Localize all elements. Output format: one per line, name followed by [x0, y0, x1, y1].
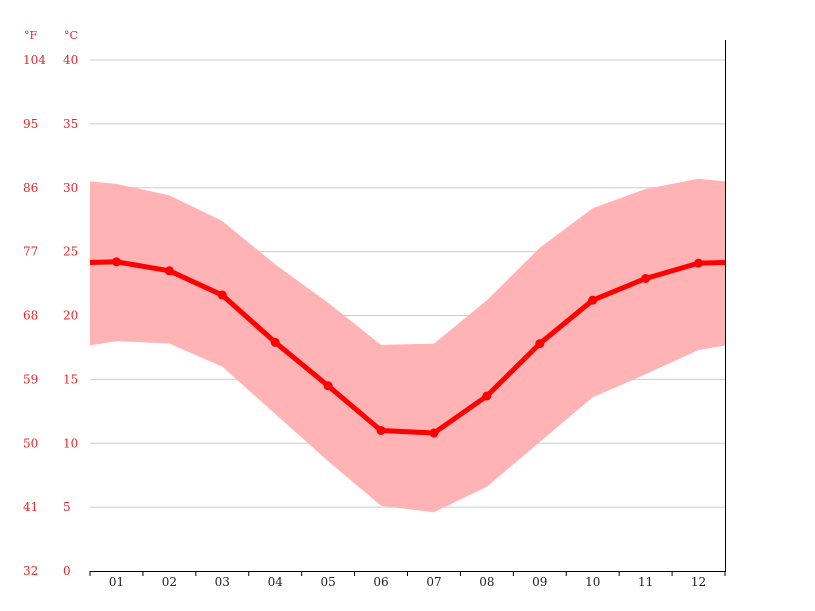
y-tick-label-celsius: 0 — [63, 564, 71, 578]
avg-point-07 — [429, 428, 439, 438]
y-tick-label-fahrenheit: 68 — [23, 309, 38, 323]
average-temperature-line — [89, 259, 726, 436]
y-tick-label-fahrenheit: 77 — [23, 245, 38, 259]
y-tick-label-celsius: 35 — [63, 117, 78, 131]
x-tick-label: 04 — [268, 575, 284, 589]
x-tick-label: 06 — [373, 575, 388, 589]
x-tick-labels: 01 02 03 04 05 06 07 08 09 10 11 12 — [109, 575, 706, 589]
unit-label-celsius: °C — [64, 29, 78, 42]
avg-point-09 — [535, 339, 545, 349]
avg-point-01 — [111, 257, 121, 267]
avg-point-02 — [164, 266, 174, 276]
avg-point-06 — [376, 425, 386, 435]
avg-point-04 — [270, 337, 280, 347]
x-tick-label: 03 — [215, 575, 230, 589]
y-tick-label-fahrenheit: 59 — [23, 372, 38, 386]
y-tick-label-celsius: 25 — [63, 245, 78, 259]
y-tick-labels: 104 40 95 35 86 30 77 25 68 20 59 15 50 10 41 5 32 0 — [23, 53, 78, 578]
y-tick-label-fahrenheit: 86 — [23, 181, 38, 195]
avg-point-03 — [217, 290, 227, 300]
avg-point-11 — [641, 273, 651, 283]
x-tick-label: 12 — [691, 575, 706, 589]
unit-label-fahrenheit: °F — [24, 29, 38, 42]
y-tick-label-fahrenheit: 32 — [23, 564, 38, 578]
avg-point-08 — [482, 391, 492, 401]
y-tick-label-celsius: 20 — [63, 309, 78, 323]
y-tick-label-fahrenheit: 50 — [23, 436, 38, 450]
x-tick-label: 08 — [479, 575, 494, 589]
y-tick-label-fahrenheit: 95 — [23, 117, 38, 131]
axes — [89, 40, 726, 576]
avg-point-10 — [588, 295, 598, 305]
y-tick-label-celsius: 15 — [63, 372, 78, 386]
y-tick-label-celsius: 5 — [63, 500, 71, 514]
x-tick-label: 01 — [109, 575, 124, 589]
y-tick-label-celsius: 10 — [63, 436, 78, 450]
y-tick-label-fahrenheit: 41 — [23, 500, 38, 514]
x-tick-label: 02 — [162, 575, 177, 589]
x-tick-label: 07 — [426, 575, 441, 589]
y-tick-label-celsius: 30 — [63, 181, 78, 195]
x-tick-label: 10 — [585, 575, 600, 589]
avg-point-12 — [694, 258, 704, 268]
avg-point-05 — [323, 381, 333, 391]
temperature-range-band — [90, 178, 725, 513]
x-tick-label: 11 — [638, 575, 653, 589]
y-tick-label-celsius: 40 — [63, 53, 78, 67]
x-tick-label: 05 — [320, 575, 335, 589]
average-temperature-points — [111, 257, 704, 438]
y-tick-label-fahrenheit: 104 — [23, 53, 46, 67]
x-tick-label: 09 — [532, 575, 547, 589]
